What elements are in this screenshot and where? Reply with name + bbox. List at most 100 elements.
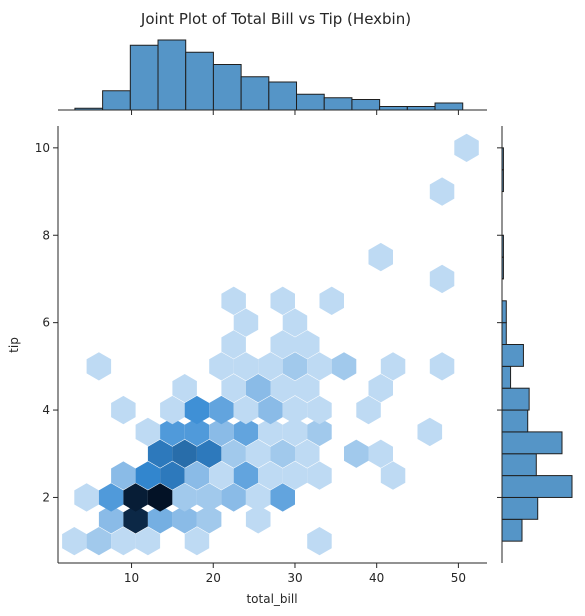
marginal-x-bar (212, 64, 242, 111)
hexbin-cell (135, 461, 161, 490)
x-tick-label: 30 (287, 571, 302, 585)
y-tick-label: 8 (42, 228, 50, 242)
y-tick-label: 2 (42, 490, 50, 504)
main-axes: 10 20 30 40 50 2 4 6 8 10 total_bill tip (7, 126, 487, 606)
x-tick-label: 40 (369, 571, 384, 585)
hexbin-cell (233, 395, 259, 425)
hexbin-cell (245, 439, 271, 468)
x-axis-label: total_bill (246, 592, 297, 606)
hexbin-cell (172, 505, 197, 534)
marginal-y-bar (501, 365, 512, 389)
hexbin-cell (221, 483, 246, 512)
hexbin-cell (368, 374, 393, 403)
hexbin-cell (160, 461, 185, 490)
hexbin-cell (245, 505, 271, 534)
hexbin-cell (172, 439, 197, 468)
hexbin-cell (429, 177, 455, 206)
hexbin-cell (454, 133, 479, 162)
hexbin-cell (62, 527, 87, 556)
hexbin-cell (295, 374, 320, 403)
marginal-y-bar (501, 387, 530, 411)
hexbin-cell (111, 461, 136, 490)
marginal-y-bar (501, 475, 573, 498)
hexbin-cell (147, 505, 173, 534)
hexbin-cell (295, 439, 320, 468)
marginal-y-bar (501, 409, 529, 433)
hexbin-cell (111, 527, 136, 556)
hexbin-cell (184, 461, 210, 490)
hexbin-layer (62, 133, 479, 556)
hexbin-cell (245, 374, 271, 403)
y-ticks: 2 4 6 8 10 (35, 141, 58, 504)
y-tick-label: 10 (35, 141, 50, 155)
hexbin-cell (368, 242, 393, 272)
hexbin-cell (307, 417, 332, 447)
hexbin-cell (86, 352, 112, 381)
hexbin-cell (123, 505, 148, 534)
hexbin-cell (258, 395, 283, 425)
hexbin-cell (184, 417, 210, 447)
hexbin-cell (270, 286, 295, 315)
marginal-x-bar (323, 97, 353, 111)
marginal-x-bar (102, 90, 131, 111)
marginal-y-histogram (497, 126, 573, 563)
hexbin-cell (184, 527, 210, 556)
y-tick-label: 4 (42, 403, 50, 417)
hexbin-cell (135, 417, 161, 447)
hexbin-cell (221, 439, 246, 468)
chart-title: Joint Plot of Total Bill vs Tip (Hexbin) (140, 10, 411, 28)
marginal-x-bar (296, 93, 325, 111)
marginal-x-bar (240, 76, 270, 111)
hexbin-cell (221, 330, 246, 359)
hexbin-cell (196, 439, 222, 468)
hexbin-cell (233, 352, 259, 381)
hexbin-cell (380, 352, 406, 381)
hexbin-cell (160, 395, 185, 425)
hexbin-cell (319, 286, 344, 315)
hexbin-cell (209, 352, 234, 381)
hexbin-cell (270, 374, 295, 403)
hexbin-cell (221, 374, 246, 403)
hexbin-cell (429, 264, 455, 294)
hexbin-cell (245, 483, 271, 512)
hexbin-cell (258, 461, 283, 490)
hexbin-cell (282, 417, 308, 447)
hexbin-cell (270, 483, 295, 512)
marginal-x-histogram (58, 39, 487, 115)
hexbin-cell (74, 483, 99, 512)
hexbin-cell (147, 483, 173, 512)
hexbin-cell (98, 505, 124, 534)
marginal-y-bar (501, 496, 539, 520)
hexbin-cell (258, 417, 283, 447)
hexbin-cell (307, 461, 332, 490)
hexbin-cell (307, 395, 332, 425)
hexbin-cell (209, 461, 234, 490)
hexbin-cell (380, 461, 406, 490)
hexbin-cell (356, 395, 381, 425)
hexbin-cell (233, 308, 259, 337)
hexbin-cell (209, 417, 234, 447)
hexbin-cell (258, 352, 283, 381)
hexbin-cell (147, 439, 173, 468)
y-tick-label: 6 (42, 316, 50, 330)
y-axis-label: tip (7, 337, 21, 353)
hexbin-cell (123, 483, 148, 512)
marginal-y-bar (501, 453, 537, 477)
hexbin-cell (160, 417, 185, 447)
hexbin-cell (233, 461, 259, 490)
marginal-x-bar (157, 39, 187, 111)
hexbin-cell (209, 395, 234, 425)
marginal-x-bar (406, 106, 436, 111)
marginal-x-bar (129, 44, 159, 111)
hexbin-cell (98, 483, 124, 512)
marginal-y-bar (501, 300, 507, 324)
marginal-y-bar (501, 518, 523, 542)
hexbin-cell (295, 330, 320, 359)
hexbin-cell (196, 505, 222, 534)
hexbin-cell (368, 439, 393, 468)
x-tick-label: 10 (124, 571, 139, 585)
marginal-y-bar (501, 344, 524, 367)
marginal-x-bar (185, 51, 214, 111)
hexbin-cell (270, 439, 295, 468)
x-tick-label: 20 (206, 571, 221, 585)
